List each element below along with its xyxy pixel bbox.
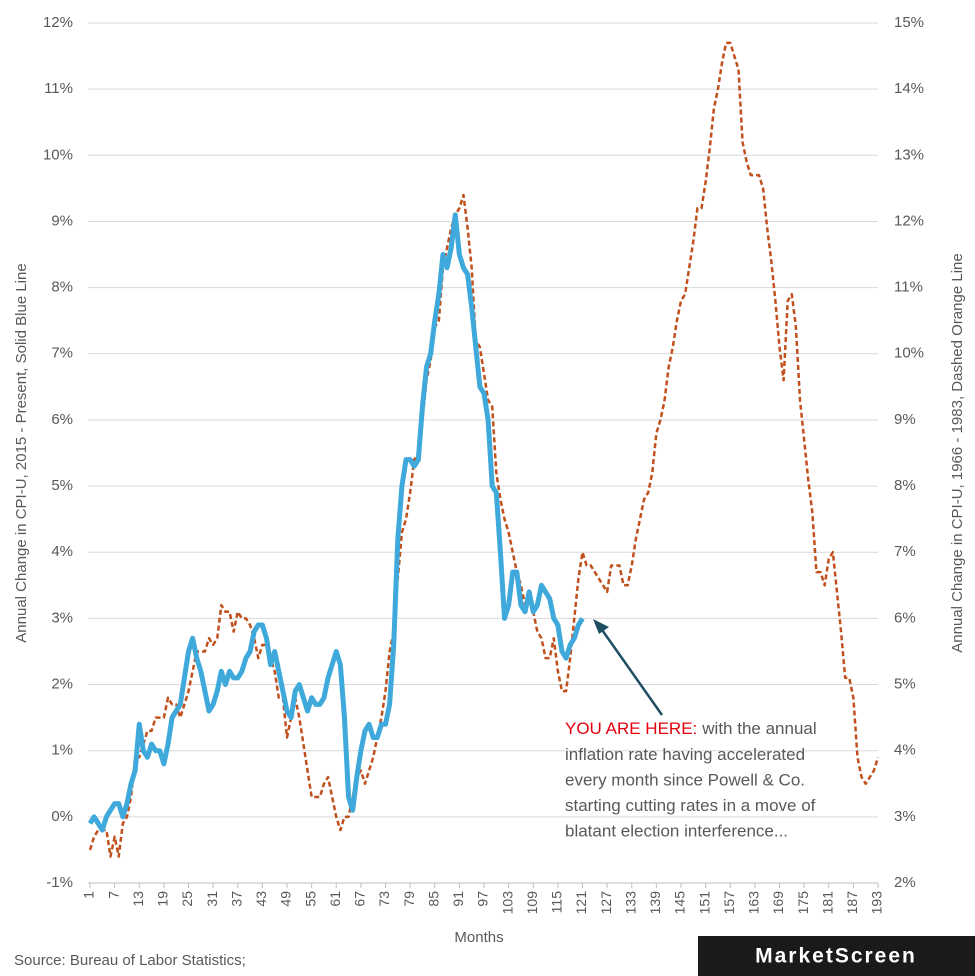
x-tick-label: 97 bbox=[475, 891, 491, 907]
x-tick-label: 193 bbox=[869, 891, 885, 915]
x-tick-label: 61 bbox=[327, 891, 343, 907]
y-tick-label: 7% bbox=[51, 345, 73, 362]
annotation-arrow bbox=[598, 626, 664, 716]
x-tick-label: 181 bbox=[819, 891, 835, 915]
y-tick-label: -1% bbox=[46, 874, 73, 891]
y2-tick-label: 8% bbox=[894, 477, 916, 494]
y2-tick-label: 14% bbox=[894, 80, 924, 97]
x-tick-label: 37 bbox=[228, 891, 244, 907]
y2-tick-label: 7% bbox=[894, 543, 916, 560]
y-tick-label: 4% bbox=[51, 543, 73, 560]
x-tick-label: 121 bbox=[573, 891, 589, 915]
y2-tick-label: 5% bbox=[894, 676, 916, 693]
y2-axis-label: Annual Change in CPI-U, 1966 - 1983, Das… bbox=[949, 253, 966, 652]
x-tick-label: 7 bbox=[105, 891, 121, 899]
y-axis-label: Annual Change in CPI-U, 2015 - Present, … bbox=[13, 263, 30, 642]
y2-tick-label: 2% bbox=[894, 874, 916, 891]
y-tick-label: 3% bbox=[51, 609, 73, 626]
x-tick-label: 67 bbox=[352, 891, 368, 907]
annotation-line: every month since Powell & Co. bbox=[565, 770, 805, 789]
x-tick-label: 151 bbox=[696, 891, 712, 915]
x-tick-label: 43 bbox=[253, 891, 269, 907]
x-tick-label: 31 bbox=[204, 891, 220, 907]
x-tick-label: 133 bbox=[622, 891, 638, 915]
y-tick-label: 5% bbox=[51, 477, 73, 494]
y2-tick-label: 6% bbox=[894, 609, 916, 626]
logo: MarketScreen bbox=[755, 945, 917, 968]
y2-tick-label: 12% bbox=[894, 212, 924, 229]
x-tick-label: 79 bbox=[401, 891, 417, 907]
x-tick-label: 145 bbox=[672, 891, 688, 915]
y2-tick-label: 15% bbox=[894, 14, 924, 31]
x-tick-label: 91 bbox=[450, 891, 466, 907]
annotation-line: blatant election interference... bbox=[565, 821, 788, 840]
y2-tick-label: 9% bbox=[894, 411, 916, 428]
x-tick-label: 109 bbox=[524, 891, 540, 915]
x-tick-label: 49 bbox=[278, 891, 294, 907]
annotation-arrowhead bbox=[593, 619, 609, 634]
annotation: YOU ARE HERE: with the annual inflation ra… bbox=[565, 619, 817, 840]
y-tick-label: 9% bbox=[51, 212, 73, 229]
y2-tick-label: 3% bbox=[894, 808, 916, 825]
x-tick-label: 127 bbox=[598, 891, 614, 915]
x-tick-label: 175 bbox=[795, 891, 811, 915]
y2-tick-label: 10% bbox=[894, 345, 924, 362]
x-tick-label: 85 bbox=[425, 891, 441, 907]
y-tick-label: 0% bbox=[51, 808, 73, 825]
x-axis-label: Months bbox=[454, 929, 503, 946]
x-tick-label: 169 bbox=[770, 891, 786, 915]
x-tick-label: 139 bbox=[647, 891, 663, 915]
y2-tick-label: 13% bbox=[894, 146, 924, 163]
y-tick-label: 12% bbox=[43, 14, 73, 31]
y-tick-label: 10% bbox=[43, 146, 73, 163]
y-tick-label: 1% bbox=[51, 742, 73, 759]
source-note: Source: Bureau of Labor Statistics; bbox=[14, 952, 246, 969]
annotation-text: YOU ARE HERE: with the annual bbox=[565, 719, 817, 738]
y2-tick-label: 11% bbox=[894, 279, 923, 296]
plot-area: -1% 0% 1% 2% 3% 4% 5% 6% 7% 8% 9% 10% 11% 12% 2% 3% 4% 5%… bbox=[43, 14, 924, 914]
annotation-highlight: YOU ARE HERE: bbox=[565, 719, 697, 738]
annotation-line: inflation rate having accelerated bbox=[565, 745, 805, 764]
x-tick-label: 25 bbox=[179, 891, 195, 907]
x-tick-label: 73 bbox=[376, 891, 392, 907]
y-tick-label: 2% bbox=[51, 676, 73, 693]
annotation-line: starting cutting rates in a move of bbox=[565, 796, 816, 815]
x-tick-label: 1 bbox=[81, 891, 97, 899]
x-tick-label: 19 bbox=[155, 891, 171, 907]
x-tick-label: 115 bbox=[549, 891, 565, 914]
x-tick-label: 163 bbox=[746, 891, 762, 915]
annotation-line: with the annual bbox=[701, 719, 816, 738]
x-tick-label: 13 bbox=[130, 891, 146, 907]
logo-background bbox=[698, 936, 975, 976]
data-line bbox=[88, 41, 880, 858]
y2-tick-label: 4% bbox=[894, 742, 916, 759]
y-tick-label: 11% bbox=[44, 80, 73, 97]
y-tick-label: 6% bbox=[51, 411, 73, 428]
y-tick-label: 8% bbox=[51, 279, 73, 296]
x-tick-label: 157 bbox=[721, 891, 737, 915]
x-tick-label: 55 bbox=[302, 891, 318, 907]
x-tick-label: 103 bbox=[499, 891, 515, 915]
data-line bbox=[87, 212, 585, 833]
x-tick-label: 187 bbox=[844, 891, 860, 915]
